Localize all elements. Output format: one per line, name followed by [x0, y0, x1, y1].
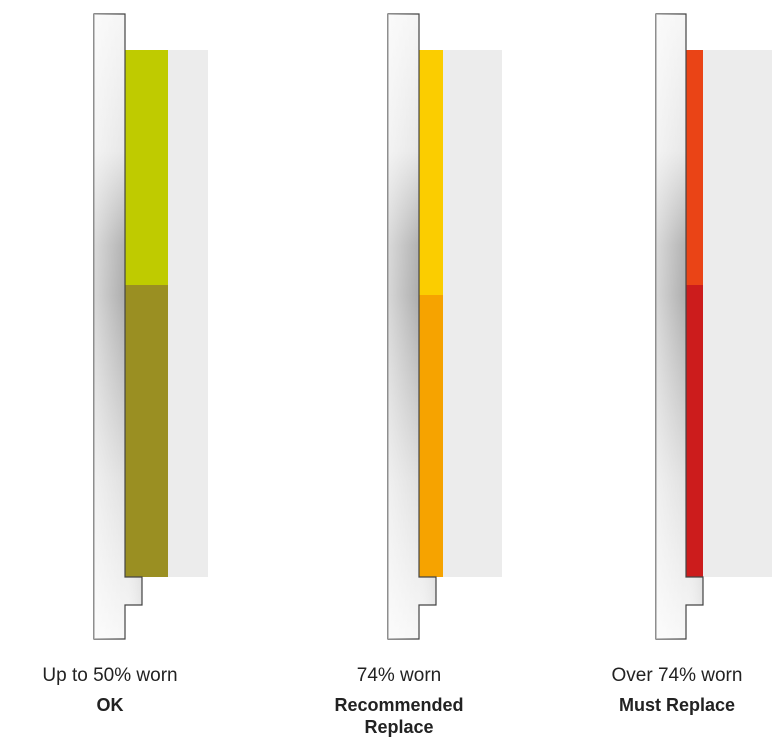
caption-recommended: 74% worn Recommended Replace — [279, 664, 519, 738]
status-label: Recommended Replace — [334, 695, 464, 737]
wear-caption: Up to 50% worn — [42, 665, 178, 686]
pad-material-bottom — [419, 295, 443, 577]
pad-group-recommended — [387, 13, 502, 640]
pad-group-ok — [93, 13, 208, 640]
pad-material-bottom — [125, 285, 168, 577]
status-label: OK — [96, 695, 124, 715]
wear-caption: Over 74% worn — [611, 665, 743, 686]
pad-material-top — [686, 50, 703, 285]
status-label: Must Replace — [618, 695, 736, 715]
pad-material-top — [419, 50, 443, 295]
caption-ok: Up to 50% worn OK — [0, 664, 230, 716]
caption-must-replace: Over 74% worn Must Replace — [557, 664, 779, 716]
wear-caption: 74% worn — [356, 665, 442, 686]
pad-material-top — [125, 50, 168, 285]
pad-group-must-replace — [655, 13, 772, 640]
pad-material-bottom — [686, 285, 703, 577]
